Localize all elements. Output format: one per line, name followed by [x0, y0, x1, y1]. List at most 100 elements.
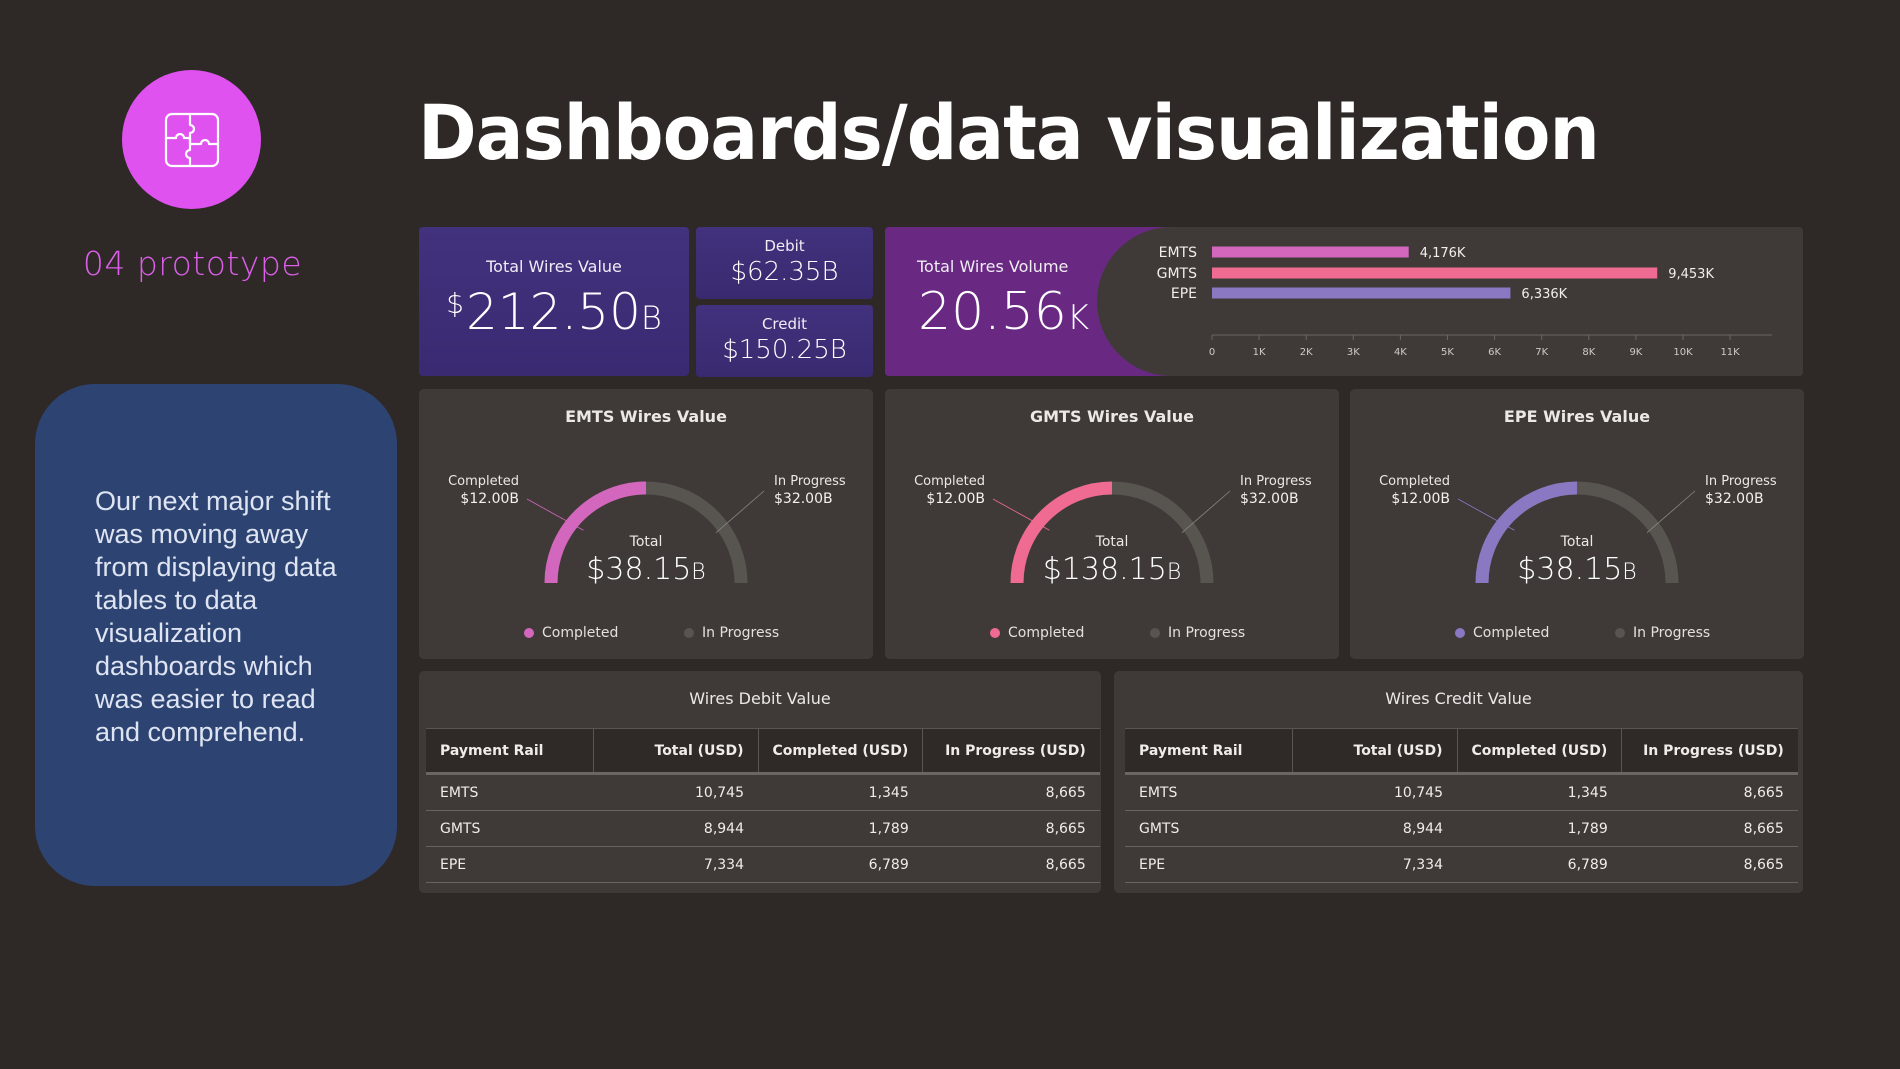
total-currency: $ [586, 552, 605, 587]
table-panel-debit: Wires Debit Value Payment Rail Total (USD… [419, 671, 1101, 893]
kpi-amount: 20.56 [918, 282, 1067, 342]
in-progress-leader-line [1646, 490, 1696, 533]
value-cell: 10,745 [593, 773, 758, 811]
gauge-chart: Completed $12.00B In Progress $32.00B Total $… [914, 474, 1312, 587]
column-header: Total (USD) [1291, 728, 1457, 775]
completed-label: Completed [914, 474, 985, 489]
completed-leader-line [992, 498, 1050, 531]
section-logo [122, 70, 261, 209]
kpi-label: Total Wires Value [486, 257, 622, 276]
value-cell: 6,789 [1457, 846, 1622, 883]
puzzle-icon [164, 112, 219, 167]
total-label: Total [1560, 534, 1594, 550]
table-row: GMTS 8,944 1,789 8,665 [1125, 810, 1798, 847]
gauge-arc-completed [1010, 481, 1113, 584]
bar-value-label: 9,453K [1668, 267, 1714, 282]
total-label: Total [629, 534, 663, 550]
table-header-row: Payment Rail Total (USD) Completed (USD) In… [1125, 728, 1798, 775]
gauge-title: EMTS Wires Value [565, 407, 727, 426]
table-row: GMTS 8,944 1,789 8,665 [426, 810, 1100, 847]
bar-category-label: EPE [1171, 286, 1197, 302]
total-value: $38.15B [1517, 552, 1636, 587]
value-cell: 8,944 [1292, 810, 1457, 847]
table-row: EMTS 10,745 1,345 8,665 [1125, 773, 1798, 811]
column-header: Completed (USD) [1456, 728, 1622, 775]
x-tick-label: 9K [1629, 347, 1642, 358]
bar-epe [1212, 287, 1511, 299]
total-currency: $ [1517, 552, 1536, 587]
x-tick-label: 10K [1673, 347, 1693, 358]
completed-leader-line [1457, 498, 1515, 531]
in-progress-label: In Progress [1705, 474, 1777, 489]
in-progress-label: In Progress [1240, 474, 1312, 489]
x-tick-label: 11K [1720, 347, 1740, 358]
bar-category-label: EMTS [1159, 245, 1197, 261]
completed-label: Completed [448, 474, 519, 489]
column-header: Completed (USD) [757, 728, 923, 775]
gauge-arc-completed [544, 481, 647, 584]
gauge-title: GMTS Wires Value [1029, 407, 1195, 426]
value-cell: 8,665 [1621, 810, 1798, 847]
total-value: $38.15B [586, 552, 705, 587]
kpi-value: $212.50B [419, 283, 689, 341]
total-amount: 138.15 [1062, 552, 1167, 587]
in-progress-value: $32.00B [774, 491, 833, 507]
table-header-row: Payment Rail Total (USD) Completed (USD) In… [426, 728, 1100, 775]
bar-emts [1212, 246, 1409, 258]
payment-rail-cell: EPE [426, 846, 593, 883]
gauge-panel-emts: EMTS Wires Value Completed $12.00B In Prog… [419, 389, 873, 659]
gauge-panel-epe: EPE Wires Value Completed $12.00B In Progr… [1350, 389, 1804, 659]
legend-label: In Progress [1168, 625, 1246, 641]
value-cell: 1,345 [758, 773, 923, 811]
x-tick-label: 4K [1394, 347, 1407, 358]
legend-in-progress: In Progress [684, 625, 779, 641]
payment-rail-cell: GMTS [426, 810, 593, 847]
kpi-total-wires-value: Total Wires Value $212.50B [419, 227, 689, 376]
column-header: In Progress (USD) [1621, 728, 1798, 775]
x-tick-label: 6K [1488, 347, 1501, 358]
value-cell: 8,665 [922, 846, 1100, 883]
value-cell: 7,334 [1292, 846, 1457, 883]
table-title: Wires Debit Value [689, 689, 831, 708]
total-unit: B [1167, 560, 1181, 585]
gauge-panel-gmts: GMTS Wires Value Completed $12.00B In Prog… [885, 389, 1339, 659]
section-label: 04 prototype [82, 244, 303, 283]
total-unit: B [1622, 560, 1636, 585]
legend-dot [1150, 628, 1160, 638]
payment-rail-cell: EMTS [1125, 773, 1292, 811]
value-cell: 8,665 [1621, 773, 1798, 811]
legend-label: Completed [542, 625, 619, 641]
legend-dot [524, 628, 534, 638]
description-text: Our next major shift was moving away fro… [95, 486, 337, 747]
in-progress-value: $32.00B [1240, 491, 1299, 507]
legend-label: Completed [1008, 625, 1085, 641]
kpi-value: $150.25B [722, 335, 847, 365]
legend-label: In Progress [702, 625, 780, 641]
kpi-amount: 212.50 [465, 283, 641, 341]
value-cell: 1,789 [1457, 810, 1622, 847]
legend-dot [990, 628, 1000, 638]
payment-rail-cell: EPE [1125, 846, 1292, 883]
table-title: Wires Credit Value [1385, 689, 1532, 708]
kpi-label: Credit [761, 315, 808, 333]
column-header: Payment Rail [426, 728, 593, 775]
table-row: EPE 7,334 6,789 8,665 [426, 846, 1100, 883]
column-header: In Progress (USD) [922, 728, 1100, 775]
total-amount: 38.15 [605, 552, 691, 587]
completed-value: $12.00B [460, 491, 519, 507]
gauge-chart: Completed $12.00B In Progress $32.00B Total $… [448, 474, 846, 587]
bar-value-label: 4,176K [1420, 246, 1466, 261]
x-tick-label: 5K [1441, 347, 1454, 358]
legend-label: Completed [1473, 625, 1550, 641]
kpi-unit: B [640, 299, 662, 337]
value-cell: 1,345 [1457, 773, 1622, 811]
table-row: EPE 7,334 6,789 8,665 [1125, 846, 1798, 883]
value-cell: 8,665 [1621, 846, 1798, 883]
kpi-label: Debit [764, 237, 805, 255]
x-tick-label: 3K [1347, 347, 1360, 358]
x-tick-label: 8K [1582, 347, 1595, 358]
in-progress-leader-line [715, 490, 765, 533]
value-cell: 8,944 [593, 810, 758, 847]
table-panel-credit: Wires Credit Value Payment Rail Total (US… [1114, 671, 1803, 893]
legend-completed: Completed [1455, 625, 1549, 641]
